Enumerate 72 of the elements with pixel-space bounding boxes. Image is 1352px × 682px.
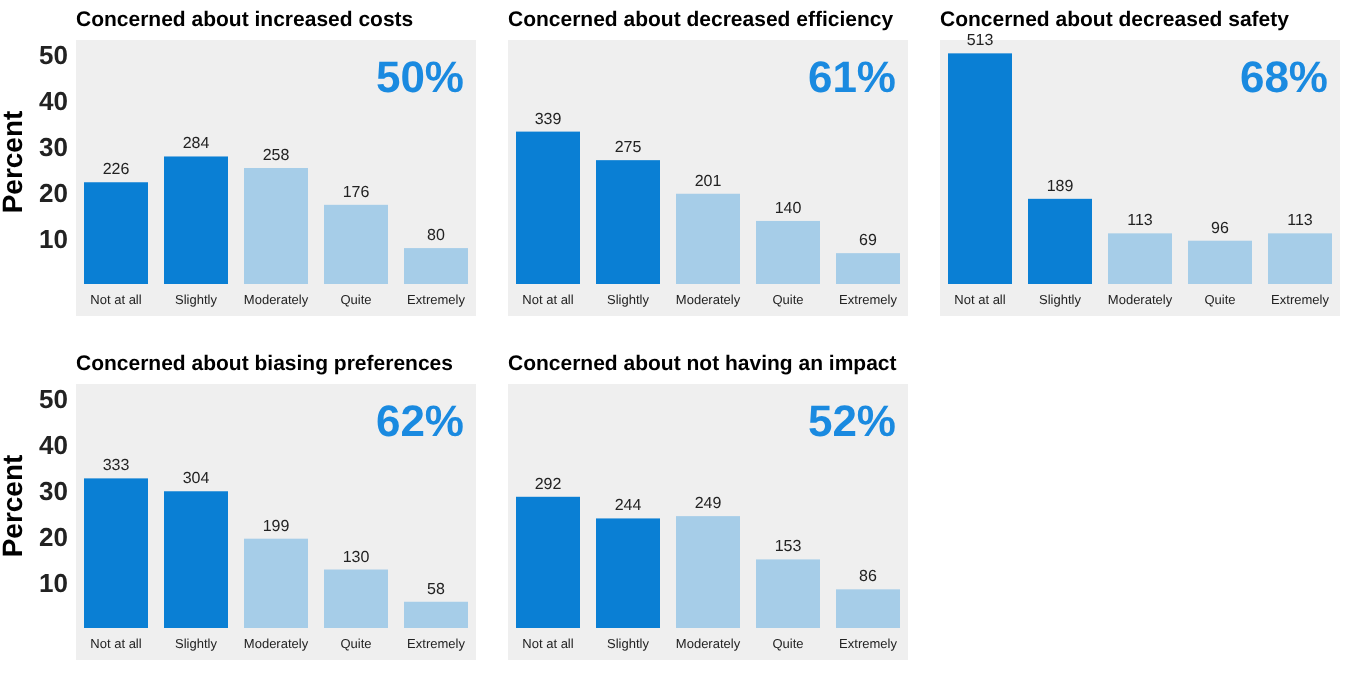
y-tick-label: 50 [39,39,68,70]
annotation: 201 [694,171,723,190]
annotation: 176 [342,182,371,201]
y-axis-title: Percent [0,109,28,214]
y-tick-label: 50 [39,383,68,414]
y-tick-label: 40 [39,429,68,460]
y-tick-label: 20 [39,521,68,552]
bar [516,496,580,628]
annotation: 199 [262,516,291,535]
annotation: 244 [614,496,643,515]
bar [756,220,820,284]
bar [676,193,740,284]
bar [324,569,388,628]
annotation: 258 [262,145,291,164]
annotation: 96 [1211,218,1230,237]
annotation: 68% [1239,52,1328,102]
annotation: 130 [342,547,371,566]
bar [756,559,820,628]
annotation: 284 [182,134,211,153]
bar [1108,233,1172,284]
y-tick-label: 40 [39,85,68,116]
y-tick-label: 10 [39,223,68,254]
bar [836,589,900,628]
annotation: 86 [859,567,878,586]
annotation: 52% [807,396,896,446]
chart-title: Concerned about decreased safety [940,8,1290,32]
annotation: 80 [427,226,446,245]
bar [1188,240,1252,284]
annotation: 61% [807,52,896,102]
bar [836,253,900,284]
bar [948,53,1012,284]
annotation: 62% [375,396,464,446]
y-axis-title: Percent [0,453,28,558]
bar [404,601,468,628]
annotation: 249 [694,494,723,513]
y-tick-label: 20 [39,177,68,208]
bar [516,131,580,284]
annotation: 304 [182,469,211,488]
y-tick-label: 30 [39,131,68,162]
chart-title: Concerned about biasing preferences [76,352,454,376]
annotation: 275 [614,138,643,157]
annotation: 50% [375,52,464,102]
bar [164,491,228,628]
annotation: 113 [1127,211,1154,230]
bar [84,478,148,628]
annotation: 226 [102,160,131,179]
annotation: 69 [859,231,878,250]
bar [324,204,388,284]
bar [676,516,740,628]
bar [84,182,148,284]
bar [404,248,468,284]
bar [244,538,308,628]
annotation: 333 [102,456,131,475]
chart-title: Concerned about not having an impact [508,352,898,376]
bar [1028,198,1092,284]
bar [164,156,228,284]
annotation: 140 [774,198,803,217]
y-tick-label: 10 [39,567,68,598]
annotation: 58 [427,579,446,598]
annotation: 292 [534,474,563,493]
bar [596,160,660,284]
annotation: 113 [1287,211,1314,230]
annotation: 153 [774,537,803,556]
y-tick-label: 30 [39,475,68,506]
annotation: 513 [966,31,995,50]
chart-title: Concerned about decreased efficiency [508,8,894,32]
bar [596,518,660,628]
bar [244,167,308,284]
annotation: 339 [534,109,563,128]
chart-title: Concerned about increased costs [76,8,414,32]
bar [1268,233,1332,284]
annotation: 189 [1046,176,1075,195]
